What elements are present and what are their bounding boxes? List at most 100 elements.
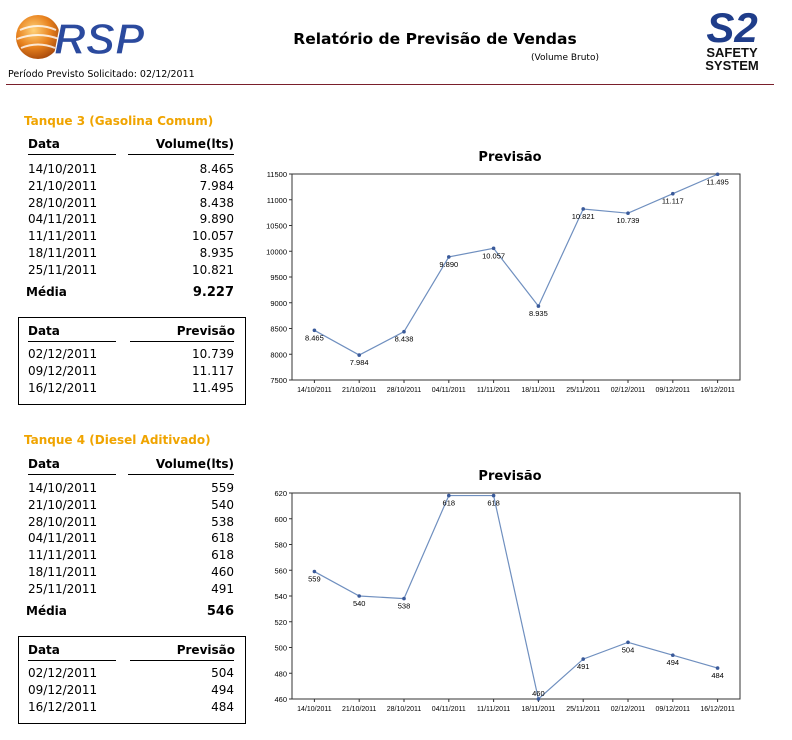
data-label: 8.465 (305, 333, 324, 342)
forecast-value: 494 (211, 683, 234, 697)
y-tick-label: 500 (274, 644, 287, 653)
x-tick-label: 18/11/2011 (521, 387, 555, 394)
x-tick-label: 21/10/2011 (342, 387, 377, 394)
y-tick-label: 540 (274, 592, 287, 601)
svg-text:SAFETY: SAFETY (706, 45, 758, 60)
history-volume: 9.890 (199, 212, 234, 227)
data-label: 618 (487, 499, 500, 508)
x-tick-label: 21/10/2011 (342, 706, 377, 713)
rsp-logo: RSP (12, 8, 174, 66)
data-point (312, 569, 317, 574)
x-tick-label: 02/12/2011 (611, 706, 646, 713)
y-tick-label: 9000 (270, 299, 287, 308)
tank-3-title: Tanque 3 (Gasolina Comum) (24, 114, 214, 128)
history-volume: 618 (211, 531, 234, 546)
data-point (626, 211, 630, 215)
tank-3-forecast-box: Data Previsão 02/12/2011 10.739 09/12/2011… (18, 317, 246, 405)
y-tick-label: 560 (274, 566, 287, 575)
data-point (312, 328, 317, 333)
tank-3-forecast-chart: 7500 8000 8500 9000 9500 10000 10500 11000 11500… (266, 170, 741, 394)
series-line (314, 494, 718, 701)
data-point (671, 653, 675, 658)
forecast-value: 11.495 (192, 381, 234, 395)
data-label: 11.495 (706, 177, 728, 186)
data-point (402, 329, 406, 334)
y-tick-label: 10500 (266, 222, 287, 231)
history-row: 21/10/2011 540 (28, 498, 234, 515)
x-tick-label: 04/11/2011 (432, 706, 466, 713)
history-volume: 460 (211, 565, 234, 579)
history-volume: 491 (211, 581, 234, 596)
forecast-row: 09/12/2011 11.117 (28, 364, 234, 381)
chart-2-title: Previsão (478, 469, 542, 484)
media-value: 9.227 (192, 285, 234, 300)
history-volume: 8.465 (199, 162, 234, 176)
history-volume: 8.935 (199, 246, 234, 260)
history-row: 28/10/2011 8.438 (28, 196, 234, 213)
x-tick-label: 18/11/2011 (521, 706, 555, 713)
data-point (491, 493, 496, 498)
tank-3-media-row: Média 9.227 (26, 285, 234, 303)
history-volume: 8.438 (199, 195, 234, 210)
data-label: 11.117 (662, 197, 684, 206)
svg-text:SYSTEM: SYSTEM (705, 58, 758, 73)
series-line (314, 173, 718, 356)
forecast-row: 16/12/2011 484 (28, 700, 234, 717)
tank-4-forecast-chart: 460 480 500 520 540 560 580 600 620 14/10/2011 21/… (274, 489, 741, 713)
forecast-value: 10.739 (192, 347, 234, 361)
history-row: 18/11/2011 8.935 (28, 246, 234, 263)
history-date: 04/11/2011 (28, 212, 98, 227)
data-point (581, 657, 585, 661)
rsp-logo-text: RSP (54, 15, 145, 64)
col-data-header: Data (28, 137, 60, 151)
media-label: Média (26, 285, 67, 299)
data-point (671, 191, 675, 196)
forecast-date: 02/12/2011 (28, 666, 98, 680)
forecast-row: 02/12/2011 10.739 (28, 347, 234, 364)
forecast-date: 02/12/2011 (28, 347, 98, 361)
history-date: 04/11/2011 (28, 531, 98, 546)
data-label: 559 (308, 575, 321, 584)
data-label: 484 (711, 671, 724, 680)
tank-4-forecast-box: Data Previsão 02/12/2011 504 09/12/2011 494… (18, 636, 246, 724)
x-tick-label: 04/11/2011 (432, 387, 466, 394)
header-divider (6, 84, 774, 85)
data-point (715, 172, 720, 177)
history-date: 25/11/2011 (28, 581, 98, 596)
chart-1-title: Previsão (478, 150, 542, 165)
svg-text:S2: S2 (706, 4, 757, 51)
data-label: 10.739 (617, 216, 640, 225)
y-tick-label: 8500 (270, 325, 287, 334)
y-tick-label: 520 (274, 618, 287, 627)
periodo-previsto: Período Previsto Solicitado: 02/12/2011 (8, 69, 195, 80)
forecast-data-header: Data (28, 643, 60, 657)
history-row: 14/10/2011 559 (28, 481, 234, 498)
history-date: 14/10/2011 (28, 162, 98, 176)
media-value: 546 (206, 604, 234, 619)
data-label: 491 (577, 662, 590, 671)
history-date: 18/11/2011 (28, 565, 98, 579)
forecast-value: 484 (211, 700, 234, 714)
history-row: 21/10/2011 7.984 (28, 179, 234, 196)
x-tick-label: 14/10/2011 (297, 706, 332, 713)
x-tick-label: 28/10/2011 (387, 387, 422, 394)
data-label: 494 (667, 658, 680, 667)
history-row: 11/11/2011 10.057 (28, 229, 234, 246)
rsp-globe-icon (16, 15, 60, 59)
history-volume: 7.984 (199, 178, 234, 193)
data-point (626, 640, 630, 645)
history-row: 04/11/2011 9.890 (28, 212, 234, 229)
y-tick-label: 460 (274, 695, 287, 704)
col-volume-header: Volume(lts) (155, 137, 234, 151)
history-volume: 10.821 (192, 262, 234, 277)
data-point (447, 493, 451, 498)
x-tick-label: 16/12/2011 (700, 387, 735, 394)
forecast-value: 504 (211, 666, 234, 680)
data-label: 10.821 (572, 212, 595, 221)
x-tick-label: 14/10/2011 (297, 387, 332, 394)
data-label: 618 (443, 499, 456, 508)
data-label: 538 (398, 602, 411, 611)
history-row: 14/10/2011 8.465 (28, 162, 234, 179)
x-tick-label: 11/11/2011 (477, 706, 511, 713)
data-label: 7.984 (350, 358, 369, 367)
